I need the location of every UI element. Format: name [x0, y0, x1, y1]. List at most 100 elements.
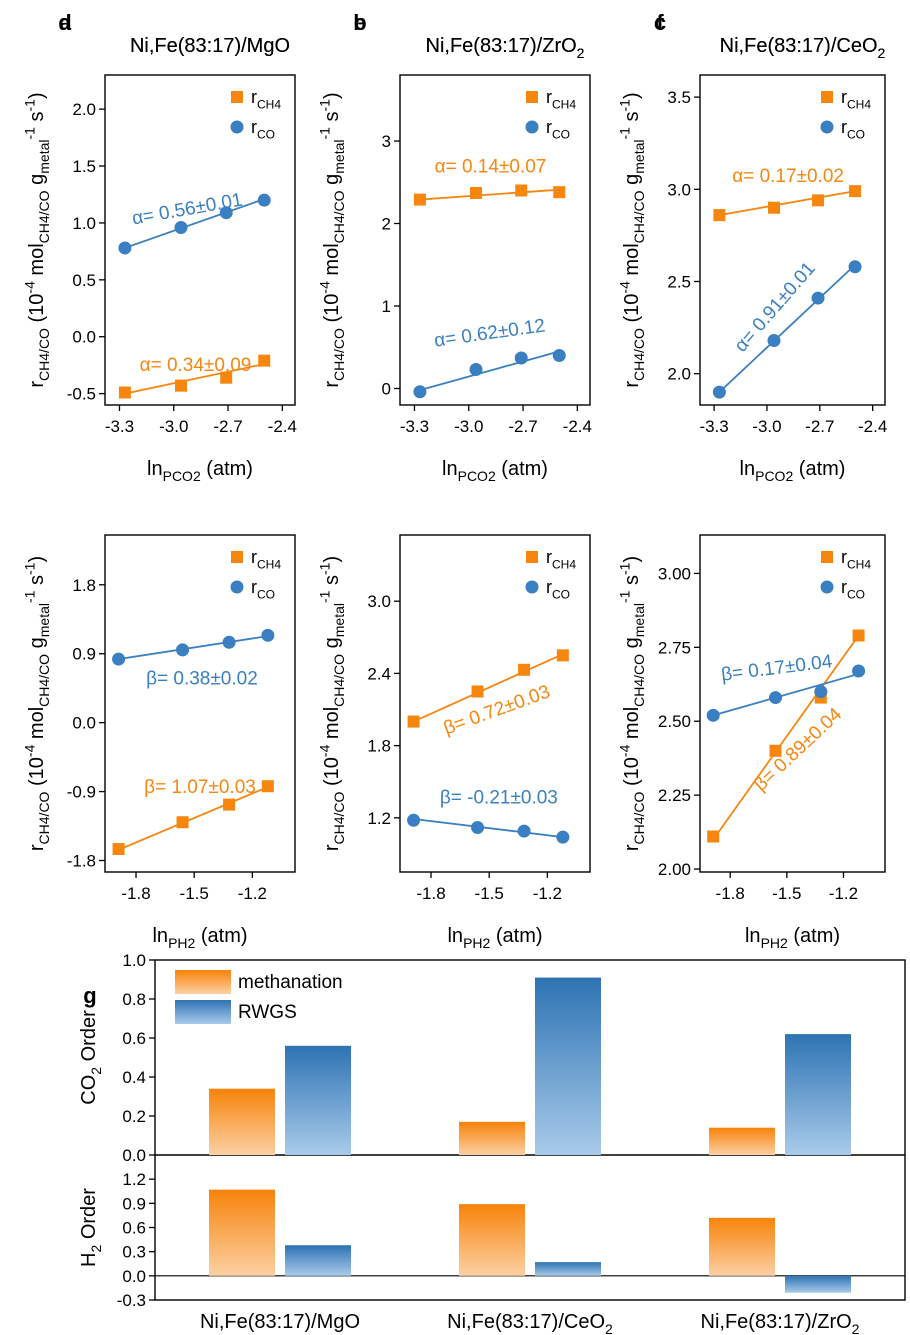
data-point-ch4	[713, 209, 726, 222]
panel-letter: f	[656, 10, 664, 35]
fit-line	[718, 264, 856, 393]
y-axis-label: CO2 Order	[78, 1010, 104, 1105]
data-point-ch4	[470, 186, 482, 199]
h2-order-bar-rwgs	[785, 1275, 851, 1293]
legend-label-co: rCO	[841, 117, 865, 141]
panel-title: Ni,Fe(83:17)/CeO2	[720, 35, 886, 61]
fit-line	[719, 190, 856, 216]
x-tick-label: -1.5	[180, 884, 209, 903]
legend-label-co: rCO	[546, 117, 570, 141]
data-point-ch4	[707, 830, 720, 843]
fit-annotation: β= -0.21±0.03	[440, 787, 558, 808]
legend-marker-co	[820, 580, 834, 594]
data-point-ch4	[515, 184, 528, 197]
fit-line	[124, 363, 265, 395]
data-point-co	[811, 291, 825, 305]
co2-order-bar-methanation	[209, 1088, 275, 1155]
data-point-ch4	[518, 663, 531, 676]
fit-annotation: α= 0.56±0.01	[130, 190, 244, 230]
x-axis-label: lnPH2 (atm)	[152, 925, 247, 951]
y-tick-label: 2.25	[658, 786, 691, 805]
y-tick-label: 1.5	[72, 157, 96, 176]
panel-letter: b	[353, 10, 366, 35]
h2-order-bar-methanation	[709, 1217, 775, 1276]
data-point-ch4	[176, 816, 189, 829]
y-tick-label: -0.9	[67, 783, 96, 802]
data-point-co	[261, 628, 275, 642]
y-tick-label: 3.0	[667, 180, 691, 199]
legend-marker-ch4	[821, 551, 833, 563]
plot-frame	[399, 74, 591, 406]
legend-label-co: rCO	[251, 117, 275, 141]
panel-letter: a	[59, 10, 72, 35]
panel-d: d Ni,Fe(83:17)/MgO -1.8 -1.5 -1.2 -1.8 -0.9 0.0…	[22, 10, 296, 951]
legend-label-rwgs: RWGS	[238, 1002, 297, 1023]
legend-swatch-methanation	[175, 970, 231, 994]
y-tick-label: 0.8	[122, 990, 146, 1009]
data-point-ch4	[768, 201, 780, 214]
y-tick-label: 1.0	[122, 951, 146, 970]
data-point-ch4	[556, 649, 569, 662]
data-point-ch4	[175, 379, 187, 392]
data-point-co	[219, 206, 233, 220]
panel-title: Ni,Fe(83:17)/MgO	[130, 35, 290, 57]
plot-frame	[699, 534, 886, 873]
x-axis-label: lnPH2 (atm)	[447, 925, 542, 951]
category-label: Ni,Fe(83:17)/ZrO2	[701, 1311, 860, 1335]
panel-title: Ni,Fe(83:17)/MgO	[130, 35, 290, 57]
fit-line	[118, 786, 269, 851]
y-tick-label: 1.2	[367, 809, 391, 828]
data-point-ch4	[112, 843, 125, 856]
fit-line	[118, 635, 268, 660]
data-point-co	[552, 349, 566, 362]
y-tick-label: 1	[382, 297, 391, 316]
legend-marker-ch4	[231, 91, 243, 103]
fit-line	[712, 634, 860, 841]
data-point-co	[469, 363, 483, 377]
co2-order-bar-methanation	[709, 1127, 775, 1155]
x-tick-label: -1.2	[238, 884, 267, 903]
y-tick-label: 2.50	[658, 712, 691, 731]
co2-order-bar-methanation	[459, 1121, 525, 1155]
h2-order-bar-methanation	[459, 1204, 525, 1276]
x-tick-label: -3.0	[159, 417, 188, 436]
fit-line	[413, 818, 563, 838]
panel-g: g 0.0 0.2 0.4 0.6 0.8 1.0 CO2 Order -0.3 0.0 0.3 0.…	[78, 951, 906, 1335]
legend-label-ch4: rCH4	[546, 87, 576, 111]
data-point-ch4	[220, 371, 233, 384]
y-tick-label: 2.0	[667, 365, 691, 384]
panel-letter: e	[354, 10, 366, 35]
fit-annotation: β= 1.07±0.03	[144, 777, 256, 798]
y-tick-label: -0.3	[117, 1291, 146, 1310]
x-tick-label: -1.2	[829, 884, 858, 903]
x-tick-label: -1.2	[533, 884, 562, 903]
x-axis-label: lnPH2 (atm)	[745, 925, 840, 951]
fit-annotation: β= 0.72±0.03	[441, 681, 553, 739]
legend-label-co: rCO	[841, 577, 865, 601]
panel-title: Ni,Fe(83:17)/ZrO2	[426, 35, 585, 61]
y-tick-label: 2.5	[667, 272, 691, 291]
fit-line	[124, 198, 265, 249]
fit-annotation: α= 0.14±0.07	[435, 156, 547, 177]
plot-frame	[699, 74, 886, 406]
y-axis-label: rCH4/CO (10-4 molCH4/CO gmetal-1 s-1)	[317, 556, 347, 851]
category-label: Ni,Fe(83:17)/MgO	[200, 1311, 360, 1333]
x-tick-label: -3.0	[454, 417, 483, 436]
y-axis-label: H2 Order	[78, 1188, 104, 1267]
data-point-ch4	[223, 798, 236, 811]
y-axis-label: rCH4/CO (10-4 molCH4/CO gmetal-1 s-1)	[617, 556, 647, 851]
fit-line	[419, 188, 560, 201]
legend-label-methanation: methanation	[238, 972, 343, 993]
legend-marker-co	[820, 120, 834, 134]
legend-label-ch4: rCH4	[841, 547, 871, 571]
plot-frame	[104, 74, 296, 406]
panel-title: Ni,Fe(83:17)/ZrO2	[426, 35, 585, 61]
panel-letter: d	[58, 10, 71, 35]
legend-marker-co	[525, 120, 539, 134]
data-point-ch4	[553, 186, 566, 199]
y-tick-label: 3.00	[658, 564, 691, 583]
data-point-ch4	[258, 354, 271, 367]
fit-annotation: β= 0.38±0.02	[146, 668, 258, 689]
x-tick-label: -2.7	[213, 417, 242, 436]
y-tick-label: 0.4	[122, 1068, 146, 1087]
